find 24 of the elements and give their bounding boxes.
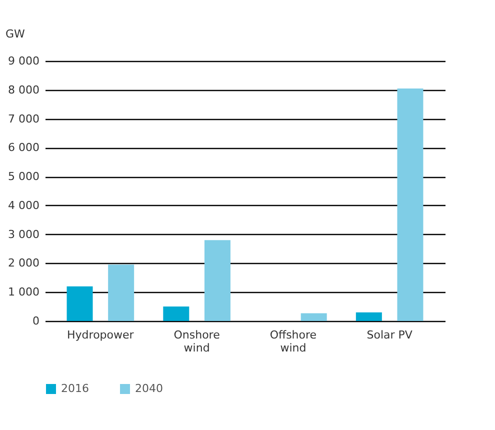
- bar: [204, 240, 230, 321]
- y-tick-label: 9 000: [8, 54, 40, 68]
- bar: [300, 313, 327, 321]
- legend-label: 2016: [61, 382, 89, 395]
- y-tick-label: 8 000: [8, 83, 40, 96]
- bar: [66, 286, 93, 321]
- y-tick-label: 6 000: [8, 141, 40, 154]
- y-tick-label: 3 000: [8, 228, 40, 241]
- y-tick-label: 4 000: [8, 198, 40, 212]
- bar: [163, 306, 190, 321]
- x-tick-label: Onshore wind: [174, 328, 220, 354]
- x-tick-label: Solar PV: [366, 328, 413, 342]
- x-tick-label: Hydropower: [67, 328, 134, 342]
- y-tick-label: 5 000: [8, 170, 40, 184]
- y-tick-label: 2 000: [8, 256, 40, 270]
- y-tick-label: 7 000: [8, 112, 40, 126]
- bar: [356, 312, 382, 321]
- x-tick-label: Offshore wind: [270, 328, 317, 354]
- bar: [108, 264, 134, 321]
- y-axis-title: GW: [6, 28, 26, 40]
- y-tick-label: 1 000: [8, 286, 40, 299]
- bar: [397, 88, 424, 321]
- y-tick-label: 0: [32, 314, 40, 328]
- legend-label: 2040: [135, 382, 163, 395]
